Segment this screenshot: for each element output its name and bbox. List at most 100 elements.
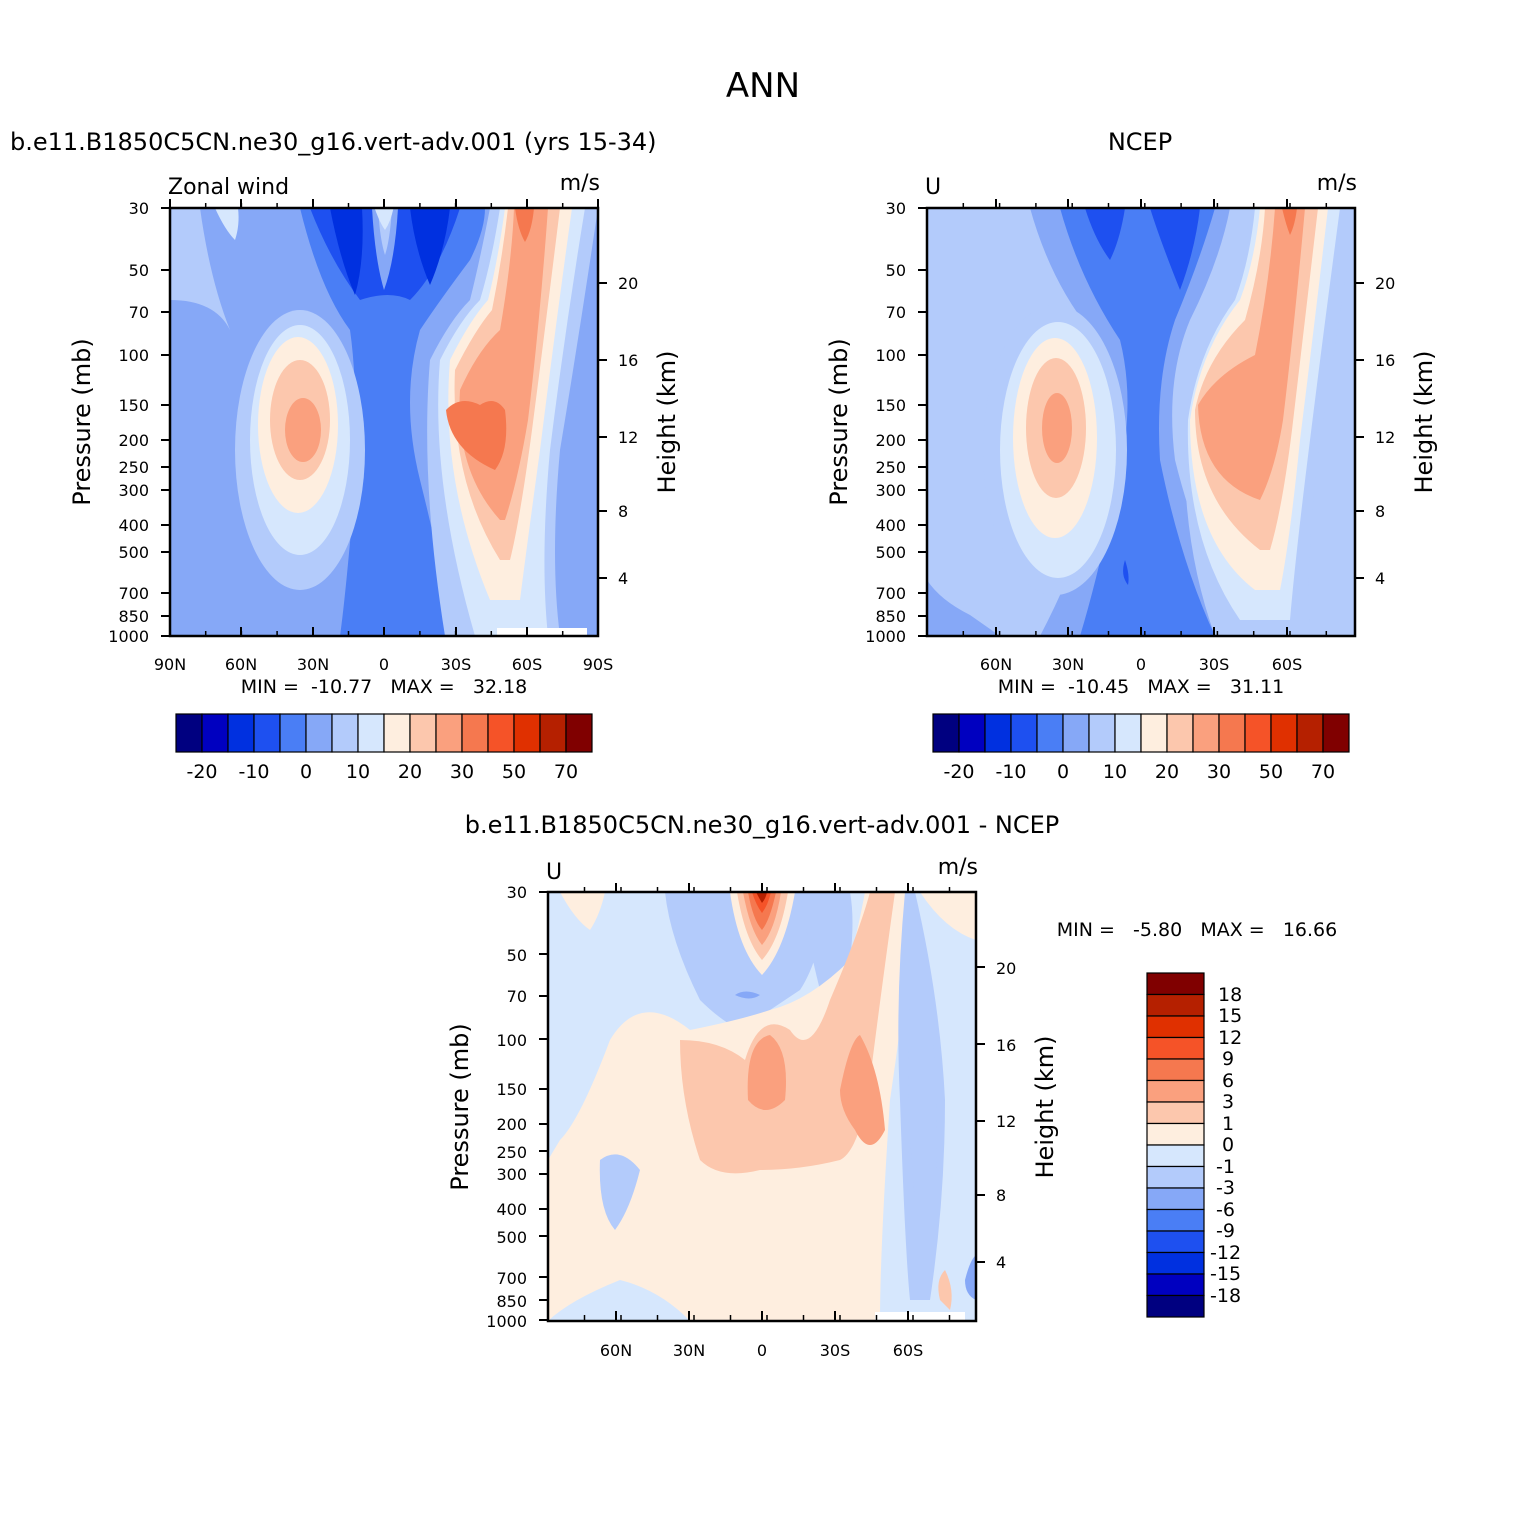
colorbar-label: 50 bbox=[502, 761, 526, 783]
panel-diff-y-tick: 30 bbox=[507, 883, 527, 902]
panel-model-colorbar-swatch bbox=[227, 713, 255, 753]
panel-ncep-title: NCEP bbox=[1108, 128, 1172, 156]
panel-model-units: m/s bbox=[560, 171, 600, 196]
panel-model-y-axis: 30 50 70 100 150 200 250 300 400 500 700… bbox=[108, 199, 149, 646]
panel-model-y-tick: 700 bbox=[118, 584, 149, 603]
panel-diff-colorbar-swatch bbox=[1146, 1144, 1205, 1168]
panel-diff-x-tick: 30N bbox=[673, 1341, 705, 1360]
panel-model-stats: MIN = -10.77 MAX = 32.18 bbox=[241, 676, 528, 698]
colorbar-label: -18 bbox=[1210, 1285, 1241, 1307]
colorbar-label: 0 bbox=[1057, 761, 1069, 783]
panel-model-height-tick: 4 bbox=[618, 569, 628, 588]
panel-diff-colorbar-swatch bbox=[1146, 1122, 1205, 1146]
colorbar-label: -10 bbox=[238, 761, 269, 783]
panel-ncep-colorbar-swatch bbox=[1114, 713, 1142, 753]
panel-ncep-height-tick: 16 bbox=[1375, 351, 1395, 370]
colorbar-label: 30 bbox=[1207, 761, 1231, 783]
contour-fill bbox=[927, 580, 1000, 636]
panel-ncep-colorbar-swatch bbox=[932, 713, 960, 753]
contour-fill bbox=[1060, 208, 1215, 636]
panel-diff-colorbar bbox=[1146, 972, 1205, 1318]
panel-diff-colorbar-swatch bbox=[1146, 1251, 1205, 1275]
panel-model-colorbar-swatch bbox=[279, 713, 307, 753]
contour-fill bbox=[215, 208, 239, 240]
panel-model-colorbar-swatch bbox=[175, 713, 203, 753]
panel-ncep-y-tick: 200 bbox=[875, 431, 906, 450]
panel-ncep-y-label: Pressure (mb) bbox=[825, 338, 853, 505]
contour-fill bbox=[497, 628, 587, 636]
panel-diff-x-axis: 60N 30N 0 30S 60S bbox=[600, 1341, 923, 1360]
panel-diff-y-tick: 400 bbox=[496, 1200, 527, 1219]
panel-model-colorbar-swatch bbox=[383, 713, 411, 753]
panel-diff-x-tick: 0 bbox=[757, 1341, 767, 1360]
panel-diff-height-tick: 8 bbox=[996, 1186, 1006, 1205]
panel-model-height-axis: 20 16 12 8 4 bbox=[618, 274, 638, 588]
panel-ncep-colorbar bbox=[932, 713, 1350, 753]
panel-diff-colorbar-swatch bbox=[1146, 1230, 1205, 1254]
colorbar-label: 70 bbox=[1311, 761, 1335, 783]
panel-ncep-height-tick: 8 bbox=[1375, 502, 1385, 521]
panel-ncep-x-tick: 60S bbox=[1272, 655, 1303, 674]
contour-fill bbox=[1150, 208, 1200, 290]
panel-ncep-units: m/s bbox=[1317, 171, 1357, 196]
colorbar-label: -9 bbox=[1216, 1220, 1235, 1242]
figure-title: ANN bbox=[726, 66, 800, 106]
contour-fill bbox=[1042, 393, 1072, 463]
panel-model-colorbar-swatch bbox=[409, 713, 437, 753]
panel-diff-y-tick: 850 bbox=[496, 1292, 527, 1311]
panel-ncep-y2-label: Height (km) bbox=[1410, 351, 1438, 494]
panel-model-height-tick: 20 bbox=[618, 274, 638, 293]
contour-fill bbox=[446, 401, 507, 470]
panel-ncep-colorbar-swatch bbox=[1218, 713, 1246, 753]
colorbar-label: 20 bbox=[1155, 761, 1179, 783]
contour-fill bbox=[330, 208, 363, 295]
panel-diff-colorbar-labels: 18 15 12 9 6 3 1 0 -1 -3 -6 -9 -12 -15 -… bbox=[1210, 984, 1242, 1307]
contour-fill bbox=[515, 208, 534, 242]
panel-diff-height-tick: 20 bbox=[996, 959, 1016, 978]
panel-diff-colorbar-swatch bbox=[1146, 1015, 1205, 1039]
panel-model-x-tick: 90S bbox=[583, 655, 614, 674]
panel-ncep-x-tick: 60N bbox=[980, 655, 1012, 674]
panel-diff-stats: MIN = -5.80 MAX = 16.66 bbox=[1057, 919, 1337, 941]
panel-model-colorbar-swatch bbox=[539, 713, 567, 753]
colorbar-label: 18 bbox=[1218, 984, 1242, 1006]
panel-model-y-tick: 100 bbox=[118, 346, 149, 365]
panel-model-y-tick: 200 bbox=[118, 431, 149, 450]
panel-diff-y-tick: 50 bbox=[507, 946, 527, 965]
colorbar-label: -20 bbox=[943, 761, 974, 783]
panel-diff-colorbar-swatch bbox=[1146, 1165, 1205, 1189]
panel-model-colorbar-swatch bbox=[487, 713, 515, 753]
contour-fill bbox=[920, 892, 976, 940]
panel-model-y-tick: 500 bbox=[118, 543, 149, 562]
panel-diff-y-tick: 200 bbox=[496, 1115, 527, 1134]
panel-diff-colorbar-swatch bbox=[1146, 1079, 1205, 1103]
colorbar-label: -15 bbox=[1210, 1263, 1241, 1285]
panel-diff-contours bbox=[548, 892, 976, 1321]
panel-ncep-colorbar-swatch bbox=[1140, 713, 1168, 753]
colorbar-label: 0 bbox=[300, 761, 312, 783]
contour-fill bbox=[560, 892, 605, 930]
contour-fill bbox=[756, 892, 767, 903]
colorbar-label: -3 bbox=[1216, 1177, 1235, 1199]
panel-ncep-x-tick: 30S bbox=[1199, 655, 1230, 674]
colorbar-label: -6 bbox=[1216, 1199, 1235, 1221]
panel-ncep-y-tick: 1000 bbox=[865, 627, 906, 646]
panel-diff-y-tick: 700 bbox=[496, 1269, 527, 1288]
colorbar-label: 10 bbox=[1103, 761, 1127, 783]
contour-fill bbox=[374, 208, 394, 230]
panel-model-y2-label: Height (km) bbox=[653, 351, 681, 494]
panel-ncep-colorbar-swatch bbox=[958, 713, 986, 753]
panel-model-colorbar-swatch bbox=[435, 713, 463, 753]
panel-model-height-tick: 16 bbox=[618, 351, 638, 370]
panel-ncep-colorbar-swatch bbox=[1244, 713, 1272, 753]
panel-diff-y-tick: 100 bbox=[496, 1031, 527, 1050]
contour-fill bbox=[938, 1270, 952, 1310]
panel-ncep-colorbar-swatch bbox=[1166, 713, 1194, 753]
contour-fill bbox=[599, 1154, 640, 1230]
contour-fill bbox=[965, 1255, 976, 1300]
panel-model-colorbar-swatch bbox=[565, 713, 593, 753]
contour-fill bbox=[285, 398, 321, 462]
colorbar-label: -20 bbox=[186, 761, 217, 783]
panel-model-y-tick: 150 bbox=[118, 396, 149, 415]
panel-model-colorbar-swatch bbox=[461, 713, 489, 753]
